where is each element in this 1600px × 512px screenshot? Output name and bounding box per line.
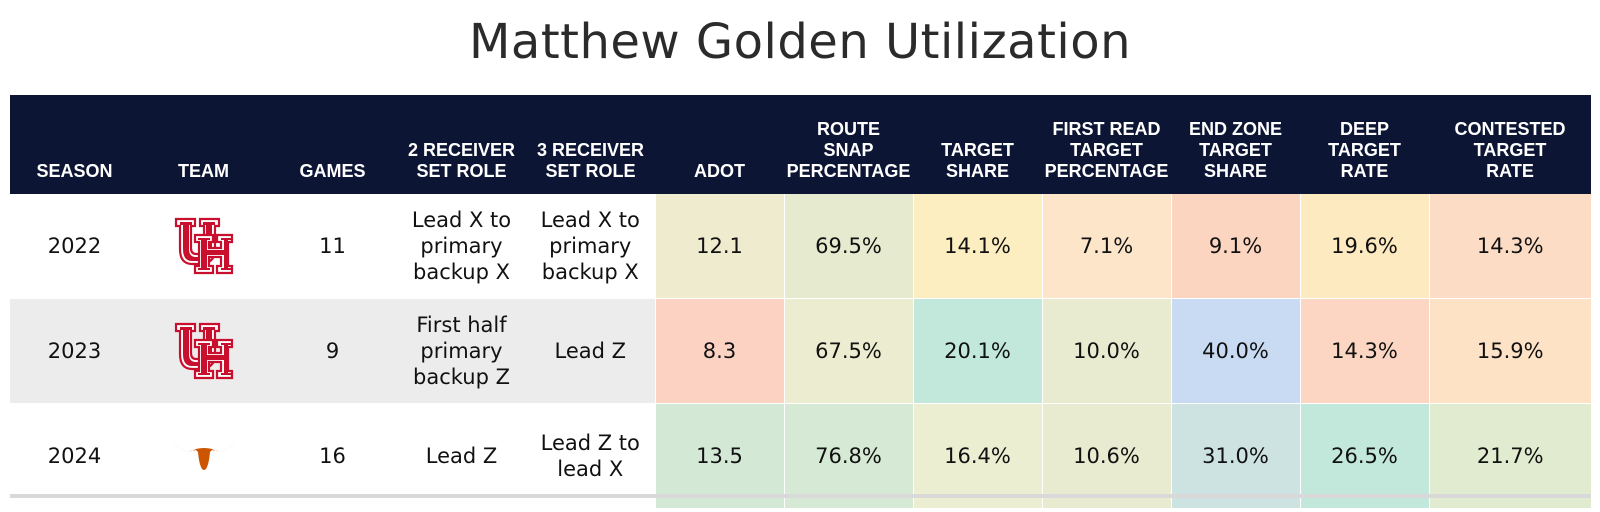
role-3-receiver-cell: Lead Z — [526, 298, 655, 404]
header-label: ROUTE SNAP PERCENTAGE — [786, 119, 911, 181]
adot-cell: 13.5 — [654, 403, 784, 508]
header-target-share: TARGET SHARE — [913, 95, 1042, 194]
header-games: GAMES — [268, 95, 397, 194]
texas-longhorn-logo-icon — [143, 440, 264, 472]
route-snap-cell: 69.5% — [783, 194, 913, 299]
deep-target-cell: 19.6% — [1299, 194, 1429, 299]
header-label: CONTESTED TARGET RATE — [1454, 119, 1566, 181]
first-read-cell: 10.0% — [1041, 298, 1171, 404]
header-3-receiver-role: 3 RECEIVER SET ROLE — [526, 95, 655, 194]
utilization-table: SEASON TEAM GAMES 2 RECEIVER SET ROLE 3 … — [10, 95, 1591, 508]
deep-target-cell: 14.3% — [1299, 298, 1429, 404]
games-cell: 11 — [268, 194, 397, 299]
target-share-cell: 16.4% — [912, 403, 1042, 508]
season-cell: 2023 — [10, 298, 139, 404]
bottom-divider — [10, 494, 1591, 498]
table-row: 2022 11 Lead X to primary backup X Lead X t… — [10, 194, 1591, 299]
contested-target-cell: 21.7% — [1428, 403, 1591, 508]
end-zone-cell: 9.1% — [1170, 194, 1300, 299]
header-deep-target: DEEP TARGET RATE — [1300, 95, 1429, 194]
header-adot: ADOT — [655, 95, 784, 194]
adot-cell: 8.3 — [654, 298, 784, 404]
header-label: SEASON — [36, 161, 113, 181]
header-team: TEAM — [139, 95, 268, 194]
games-cell: 16 — [268, 403, 397, 508]
header-first-read: FIRST READ TARGET PERCENTAGE — [1042, 95, 1171, 194]
header-row: SEASON TEAM GAMES 2 RECEIVER SET ROLE 3 … — [10, 95, 1591, 194]
team-cell — [139, 298, 268, 404]
role-3-receiver-cell: Lead X to primary backup X — [526, 194, 655, 299]
target-share-cell: 14.1% — [912, 194, 1042, 299]
header-label: ADOT — [694, 161, 745, 181]
route-snap-cell: 67.5% — [783, 298, 913, 404]
role-3-receiver-cell: Lead Z to lead X — [526, 403, 655, 508]
season-cell: 2022 — [10, 194, 139, 299]
team-cell — [139, 403, 268, 508]
header-season: SEASON — [10, 95, 139, 194]
header-label: END ZONE TARGET SHARE — [1188, 119, 1282, 181]
header-contested-target: CONTESTED TARGET RATE — [1429, 95, 1591, 194]
first-read-cell: 7.1% — [1041, 194, 1171, 299]
table-row: 2023 9 First half primary backup Z Lead Z 8.… — [10, 298, 1591, 404]
header-label: 2 RECEIVER SET ROLE — [407, 140, 516, 181]
header-end-zone: END ZONE TARGET SHARE — [1171, 95, 1300, 194]
role-2-receiver-cell: First half primary backup Z — [397, 298, 526, 404]
table-row: 2024 16 Lead Z Lead Z to lead X 13.5 76.8% 16.… — [10, 403, 1591, 508]
target-share-cell: 20.1% — [912, 298, 1042, 404]
role-2-receiver-cell: Lead X to primary backup X — [397, 194, 526, 299]
route-snap-cell: 76.8% — [783, 403, 913, 508]
page-title: Matthew Golden Utilization — [468, 14, 1132, 70]
header-route-snap: ROUTE SNAP PERCENTAGE — [784, 95, 913, 194]
end-zone-cell: 40.0% — [1170, 298, 1300, 404]
team-cell — [139, 194, 268, 299]
houston-uh-logo-icon — [143, 217, 264, 275]
contested-target-cell: 15.9% — [1428, 298, 1591, 404]
houston-uh-logo-icon — [143, 322, 264, 380]
header-label: TEAM — [178, 161, 229, 181]
header-label: DEEP TARGET RATE — [1328, 119, 1401, 181]
header-label: 3 RECEIVER SET ROLE — [536, 140, 645, 181]
end-zone-cell: 31.0% — [1170, 403, 1300, 508]
first-read-cell: 10.6% — [1041, 403, 1171, 508]
deep-target-cell: 26.5% — [1299, 403, 1429, 508]
header-label: TARGET SHARE — [941, 140, 1014, 181]
adot-cell: 12.1 — [654, 194, 784, 299]
contested-target-cell: 14.3% — [1428, 194, 1591, 299]
games-cell: 9 — [268, 298, 397, 404]
season-cell: 2024 — [10, 403, 139, 508]
header-2-receiver-role: 2 RECEIVER SET ROLE — [397, 95, 526, 194]
header-label: GAMES — [299, 161, 366, 181]
role-2-receiver-cell: Lead Z — [397, 403, 526, 508]
header-label: FIRST READ TARGET PERCENTAGE — [1044, 119, 1169, 181]
